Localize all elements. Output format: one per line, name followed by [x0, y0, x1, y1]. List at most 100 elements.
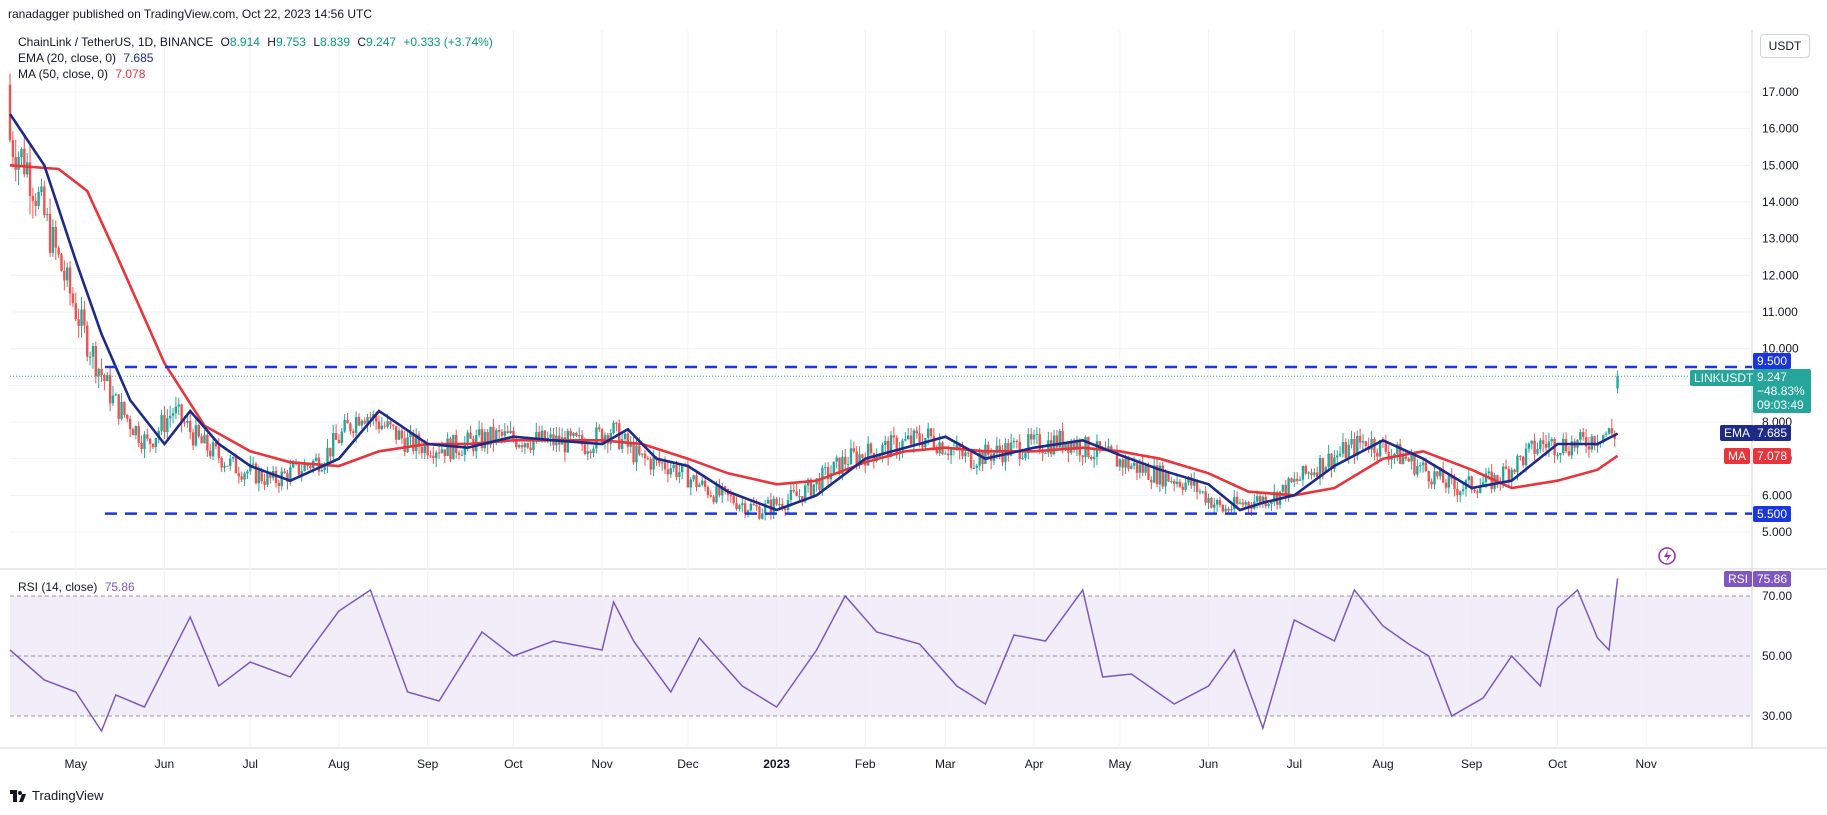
ema-legend[interactable]: EMA (20, close, 0) 7.685: [18, 51, 157, 65]
candle-body: [984, 444, 987, 465]
candle-body: [1416, 466, 1419, 475]
candle-body: [1376, 452, 1379, 457]
candle-body: [34, 200, 37, 206]
candle-body: [1521, 456, 1525, 466]
candle-body: [1081, 455, 1084, 458]
candle-body: [689, 479, 692, 488]
publisher-line: ranadagger published on TradingView.com,…: [8, 7, 373, 21]
earnings-flash-icon[interactable]: [1658, 547, 1676, 565]
candle-body: [1347, 444, 1350, 459]
candle-body: [1607, 428, 1611, 434]
candle-body: [812, 484, 815, 496]
candle-body: [128, 418, 132, 430]
candle-body: [749, 503, 753, 511]
candle-body: [297, 461, 301, 475]
candle-body: [1055, 435, 1059, 448]
candle-body: [1024, 453, 1027, 459]
flash-bolt: [1664, 550, 1671, 562]
candle-body: [417, 434, 421, 447]
candle-body: [1161, 465, 1164, 487]
candle-body: [1587, 446, 1591, 450]
candle-body: [20, 148, 23, 158]
candle-body: [226, 465, 229, 467]
candle-body: [1579, 432, 1582, 440]
candle-body: [37, 192, 40, 206]
candle-body: [1064, 443, 1067, 450]
candle-body: [460, 454, 464, 456]
candle-body: [14, 157, 17, 170]
candle-body: [783, 508, 787, 510]
candle-body: [337, 439, 341, 443]
ema-legend-value: 7.685: [123, 51, 154, 65]
candle-body: [160, 415, 163, 431]
price-tick-label: 5.000: [1762, 525, 1792, 539]
candle-body: [669, 468, 672, 475]
candle-body: [1430, 481, 1433, 485]
time-tick-label: Jul: [243, 757, 258, 771]
close-value: 9.247: [366, 35, 397, 49]
candle-body: [363, 420, 366, 424]
candle-body: [157, 430, 160, 438]
candle-body: [549, 434, 552, 438]
currency-button[interactable]: USDT: [1760, 34, 1810, 58]
candle-body: [884, 441, 887, 445]
candle-body: [489, 426, 492, 445]
candle-body: [1418, 465, 1422, 467]
candle-body: [1141, 464, 1144, 473]
candle-body: [1501, 466, 1505, 483]
candle-body: [1444, 482, 1448, 488]
candle-body: [306, 463, 309, 466]
candle-body: [217, 446, 221, 458]
candle-body: [68, 267, 72, 294]
candle-body: [723, 486, 727, 489]
candle-body: [643, 453, 647, 459]
candle-body: [1132, 462, 1136, 466]
candle-body: [1421, 462, 1425, 466]
candle-body: [563, 437, 567, 453]
candle-body: [1461, 489, 1465, 492]
candle-body: [323, 464, 326, 471]
candle-body: [841, 456, 844, 475]
candle-body: [1398, 444, 1402, 465]
high-value: 9.753: [275, 35, 306, 49]
tradingview-brand[interactable]: TradingView: [10, 788, 104, 803]
candle-body: [1584, 437, 1588, 447]
candle-body: [260, 470, 263, 482]
symbol-tag: LINKUSDT: [1690, 370, 1758, 386]
time-tick-label: Sep: [417, 757, 439, 771]
candle-body: [600, 429, 604, 444]
candle-body: [1049, 440, 1053, 455]
candle-body: [477, 429, 481, 436]
candle-body: [964, 452, 967, 457]
candle-body: [1530, 440, 1533, 444]
support-tag: 5.500: [1753, 506, 1792, 522]
candle-body: [778, 504, 781, 506]
candle-body: [818, 478, 821, 490]
candle-body: [1410, 454, 1413, 462]
candle-body: [1181, 486, 1184, 490]
symbol-legend[interactable]: ChainLink / TetherUS, 1D, BINANCE O8.914…: [18, 35, 497, 49]
candle-body: [1267, 504, 1270, 507]
time-tick-label: Sep: [1461, 757, 1483, 771]
candle-body: [1456, 488, 1459, 496]
candle-body: [83, 309, 86, 326]
candle-body: [915, 430, 918, 434]
candle-body: [1155, 465, 1159, 485]
ma-tag-value: 7.078: [1753, 448, 1792, 464]
ma-legend[interactable]: MA (50, close, 0) 7.078: [18, 67, 149, 81]
candle-body: [709, 495, 713, 497]
high-label: H: [267, 35, 276, 49]
time-tick-label: Aug: [1372, 757, 1393, 771]
candle-body: [632, 443, 635, 463]
candle-body: [426, 443, 429, 456]
time-tick-label: Aug: [328, 757, 349, 771]
candle-body: [1324, 467, 1327, 473]
candle-body: [463, 442, 467, 455]
candle-body: [134, 426, 138, 436]
candle-body: [1270, 502, 1273, 505]
candle-body: [28, 162, 32, 196]
candle-body: [592, 448, 595, 454]
ema-legend-label: EMA (20, close, 0): [18, 51, 117, 65]
rsi-legend[interactable]: RSI (14, close) 75.86: [18, 580, 139, 594]
